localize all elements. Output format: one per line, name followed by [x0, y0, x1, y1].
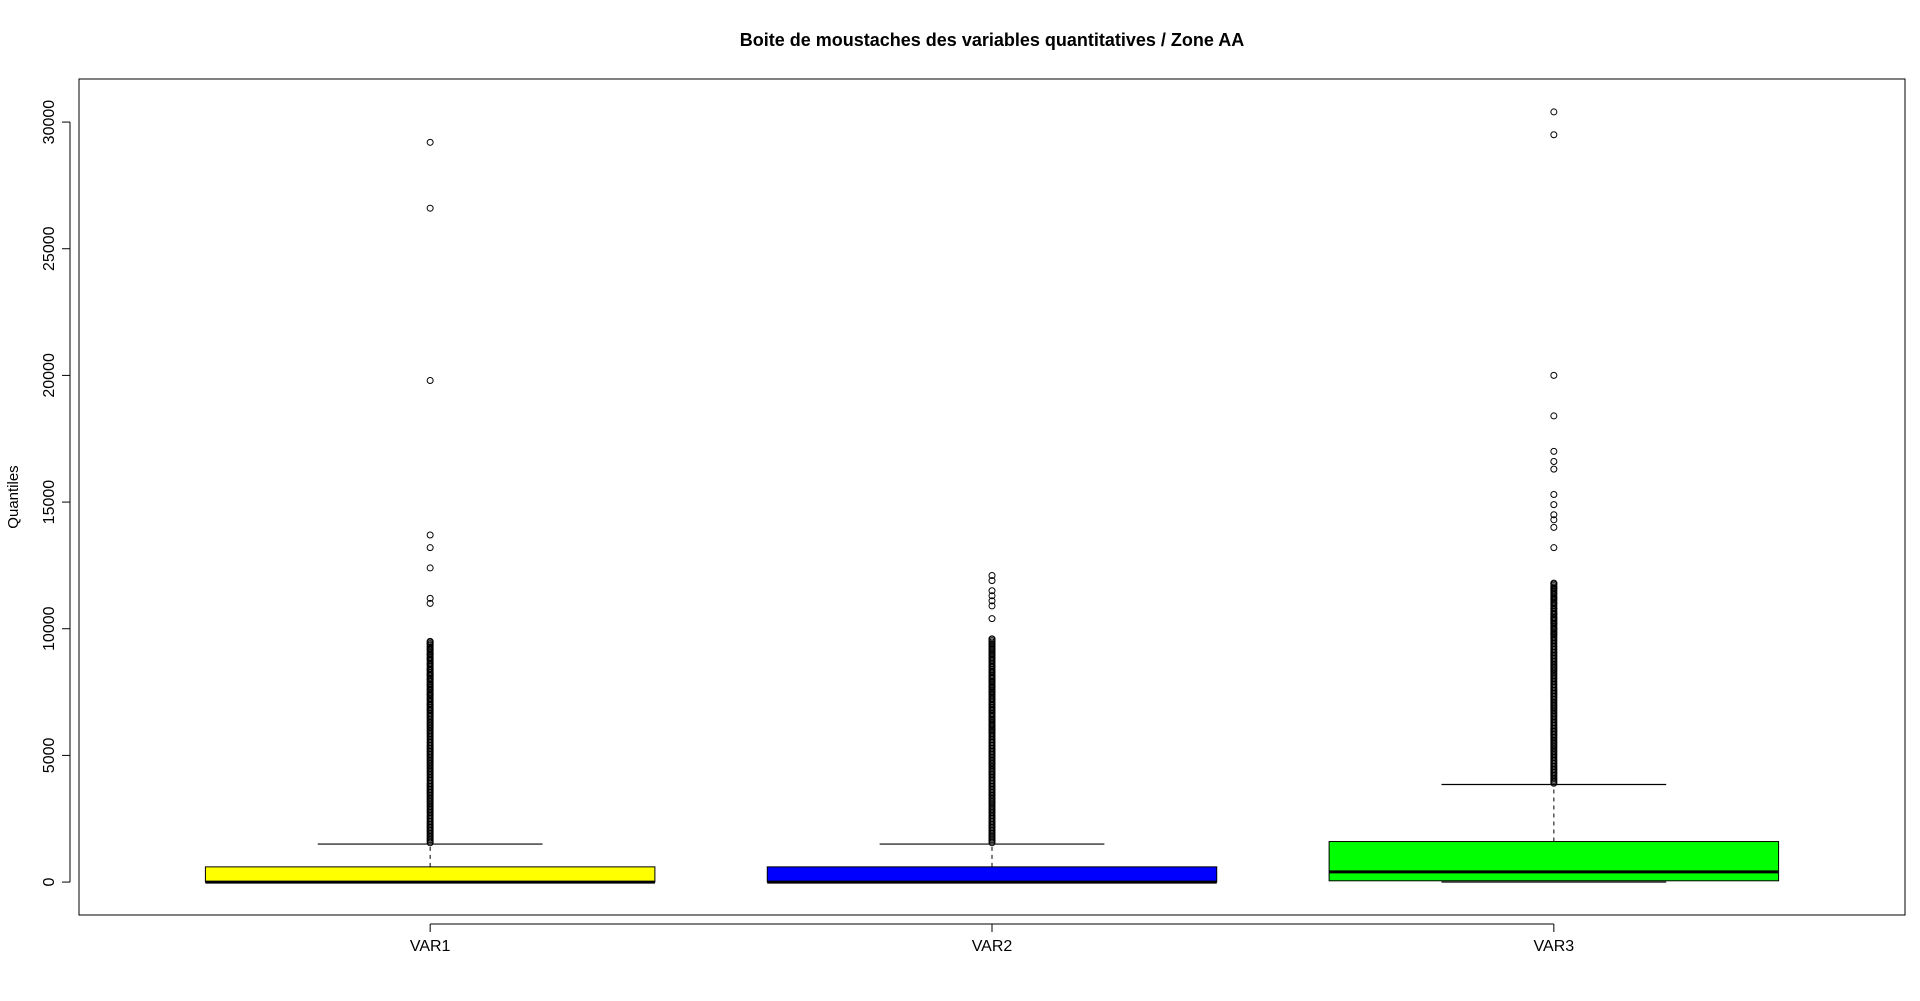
y-axis: 0 5000 10000 15000 20000 25000 30000: [41, 100, 71, 887]
box-rect: [204, 866, 656, 883]
outlier-point: [988, 592, 996, 600]
outlier-point: [426, 665, 434, 673]
outlier-point: [988, 572, 996, 580]
y-tick-label: 20000: [41, 353, 58, 398]
outlier-point: [1550, 516, 1558, 524]
outlier-point: [1550, 594, 1558, 602]
outlier-point: [426, 645, 434, 653]
outlier-point: [988, 602, 996, 610]
outlier-point: [988, 688, 996, 696]
outlier-point: [988, 663, 996, 671]
outlier-point: [426, 594, 434, 602]
outlier-point: [1550, 131, 1558, 139]
outlier-point: [1550, 584, 1558, 592]
outlier-point: [988, 711, 996, 719]
outlier-point: [988, 640, 996, 648]
outlier-point: [1550, 615, 1558, 623]
outlier-point: [988, 615, 996, 623]
y-tick-label: 5000: [41, 738, 58, 774]
outlier-point: [988, 701, 996, 709]
outlier-point: [1550, 501, 1558, 509]
outlier-point: [1550, 447, 1558, 455]
outlier-point: [426, 696, 434, 704]
y-tick-label: 25000: [41, 226, 58, 271]
y-tick-label: 15000: [41, 480, 58, 525]
outlier-band: [988, 635, 996, 847]
outlier-point: [1550, 108, 1558, 116]
outlier-point: [426, 376, 434, 384]
outlier-point: [988, 673, 996, 681]
x-tick-label: VAR3: [1534, 938, 1575, 955]
x-tick-label: VAR2: [972, 938, 1013, 955]
outlier-point: [988, 655, 996, 663]
box-rect: [766, 866, 1218, 883]
outlier-point: [1550, 579, 1558, 587]
outlier-point: [1550, 620, 1558, 628]
outlier-point: [1550, 511, 1558, 519]
outlier-point: [426, 660, 434, 668]
outlier-point: [1550, 610, 1558, 618]
outlier-point: [426, 599, 434, 607]
outlier-point: [988, 635, 996, 643]
outlier-point: [988, 696, 996, 704]
outlier-point: [1550, 625, 1558, 633]
outlier-point: [1550, 599, 1558, 607]
outlier-point: [426, 670, 434, 678]
outlier-point: [426, 691, 434, 699]
plot-frame: [78, 78, 1906, 916]
y-tick-label: 30000: [41, 100, 58, 145]
outlier-point: [1550, 490, 1558, 498]
outlier-point: [426, 138, 434, 146]
box-var2: [766, 572, 1218, 884]
x-axis: VAR1 VAR2 VAR3: [410, 923, 1575, 955]
outlier-point: [1550, 458, 1558, 466]
outlier-point: [426, 680, 434, 688]
outlier-point: [988, 716, 996, 724]
outlier-point: [426, 655, 434, 663]
outlier-point: [426, 686, 434, 694]
x-tick-label: VAR1: [410, 938, 451, 955]
outlier-point: [988, 650, 996, 658]
outlier-point: [1550, 412, 1558, 420]
outlier-point: [426, 706, 434, 714]
box-rect: [1328, 841, 1780, 882]
outlier-point: [426, 650, 434, 658]
outlier-point: [426, 204, 434, 212]
y-tick-label: 0: [41, 878, 58, 887]
outlier-point: [1550, 604, 1558, 612]
outlier-point: [988, 721, 996, 729]
outlier-point: [426, 544, 434, 552]
outlier-point: [426, 701, 434, 709]
outlier-point: [1550, 371, 1558, 379]
outlier-point: [988, 668, 996, 676]
y-axis-label: Quantiles: [5, 465, 22, 528]
outlier-point: [1550, 630, 1558, 638]
outlier-point: [988, 683, 996, 691]
outlier-point: [426, 531, 434, 539]
y-tick-label: 10000: [41, 606, 58, 651]
box-var3: [1328, 108, 1780, 883]
outlier-point: [1550, 465, 1558, 473]
outlier-point: [988, 706, 996, 714]
outlier-point: [426, 637, 434, 645]
outlier-point: [988, 645, 996, 653]
outlier-band: [426, 638, 434, 847]
box-var1: [204, 138, 656, 884]
outlier-point: [988, 678, 996, 686]
outlier-point: [426, 675, 434, 683]
outlier-point: [988, 597, 996, 605]
outlier-point: [1550, 523, 1558, 531]
chart-title: Boite de moustaches des variables quanti…: [740, 30, 1244, 50]
outlier-band: [1550, 580, 1558, 787]
outlier-point: [426, 640, 434, 648]
outlier-point: [988, 587, 996, 595]
outlier-point: [1550, 544, 1558, 552]
outlier-point: [988, 726, 996, 734]
outlier-point: [426, 564, 434, 572]
outlier-point: [988, 577, 996, 585]
boxes-group: [204, 108, 1780, 884]
